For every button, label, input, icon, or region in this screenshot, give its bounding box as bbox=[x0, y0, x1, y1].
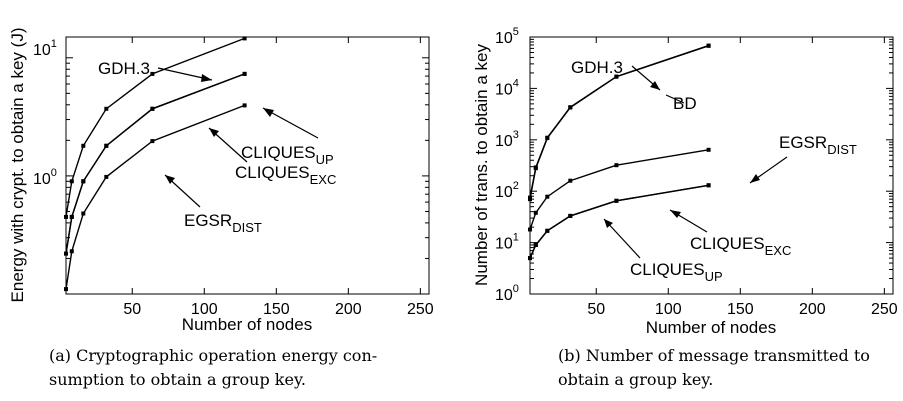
panel-a-ytick-10-0: 100 bbox=[33, 167, 57, 188]
panel-b-point-egsr-dist-0 bbox=[528, 227, 532, 232]
panel-a-annotation-egsr-dist: EGSRDIST bbox=[184, 211, 262, 235]
panel-a-point-cliques-exc-3 bbox=[104, 143, 109, 148]
panel-a-caption: (a) Cryptographic operation energy con- … bbox=[49, 344, 377, 392]
panel-a-xtick-label-200: 200 bbox=[335, 301, 362, 318]
panel-a-point-gdh-3-3 bbox=[104, 106, 109, 111]
panel-a-point-egsr-dist-5 bbox=[242, 103, 247, 108]
panel-b-arrowhead-egsr-dist bbox=[750, 174, 760, 183]
panel-b-point-bd-0 bbox=[528, 197, 532, 202]
panel-b-ytick-label-1e2: 102 bbox=[495, 180, 519, 201]
panel-b-point-bd-1 bbox=[533, 166, 538, 171]
panel-a-point-cliques-exc-5 bbox=[242, 71, 247, 76]
panel-b-point-cliques-up-3 bbox=[568, 213, 573, 218]
panel-b-point-egsr-dist-5 bbox=[706, 147, 711, 152]
panel-a-y-axis-label: Energy with crypt. to obtain a key (J) bbox=[8, 28, 27, 303]
panel-a-x-axis-label: Number of nodes bbox=[182, 315, 312, 334]
panel-b-x-axis-label: Number of nodes bbox=[646, 318, 776, 337]
panel-b-xtick-label-100: 100 bbox=[655, 301, 682, 318]
panel-b-arrowhead-gdh3 bbox=[650, 81, 660, 90]
panel-a-annotation-cliques-exc: CLIQUESEXC bbox=[235, 163, 336, 187]
panel-a-point-gdh-3-4 bbox=[150, 71, 155, 76]
panel-a-arrowhead-cliques-up bbox=[263, 108, 274, 117]
panel-a-point-egsr-dist-4 bbox=[150, 139, 155, 144]
panel-a-series-cliques-exc bbox=[65, 73, 245, 254]
panel-b-ytick-label-1e3: 103 bbox=[495, 129, 519, 150]
panel-b-annotation-gdh3: GDH.3 bbox=[571, 58, 623, 77]
panel-a-point-gdh-3-5 bbox=[242, 36, 247, 41]
panel-b-annotation-cliques-exc: CLIQUESEXC bbox=[690, 234, 791, 258]
panel-b-point-cliques-up-0 bbox=[528, 256, 532, 261]
panel-a-chart: 50 100 150 200 250 Number of nodes Energy wi… bbox=[8, 28, 434, 334]
panel-a-point-gdh-3-2 bbox=[81, 143, 86, 148]
panel-b-point-bd-2 bbox=[545, 136, 550, 141]
panel-b-point-cliques-up-4 bbox=[614, 198, 619, 203]
panel-b-y-axis-label: Number of trans. to obtain a key bbox=[472, 44, 491, 286]
panel-b-point-cliques-up-1 bbox=[533, 243, 538, 247]
panel-b-annotation-cliques-up: CLIQUESUP bbox=[630, 260, 723, 284]
panel-b-series-bd bbox=[529, 45, 709, 200]
panel-a-point-egsr-dist-1 bbox=[69, 249, 74, 254]
panel-b-xtick-label-200: 200 bbox=[799, 301, 826, 318]
panel-b-caption-line-2: obtain a group key. bbox=[558, 370, 714, 389]
panel-b-ytick-label-1e4: 104 bbox=[495, 77, 519, 98]
panel-b-annotation-bd: BD bbox=[673, 94, 697, 113]
panel-b-arrowhead-cliques-exc bbox=[670, 210, 681, 218]
panel-b-point-bd-5 bbox=[706, 43, 711, 48]
panel-a-series-gdh-3 bbox=[65, 37, 245, 218]
panel-b-chart: 50 100 150 200 250 100 101 102 103 104 105 Number … bbox=[472, 26, 898, 337]
panel-b-xtick-label-150: 150 bbox=[727, 301, 754, 318]
panel-a-xtick-label-50: 50 bbox=[123, 301, 141, 318]
panel-b-ytick-label-1e5: 105 bbox=[495, 26, 519, 47]
panel-a-annotation-cliques-up: CLIQUESUP bbox=[241, 143, 334, 167]
panel-b-point-egsr-dist-2 bbox=[545, 194, 550, 199]
panel-a-annotation-gdh3: GDH.3 bbox=[98, 59, 150, 78]
panel-a-point-egsr-dist-2 bbox=[81, 211, 86, 216]
panel-b-annotation-egsr-dist: EGSRDIST bbox=[779, 133, 857, 157]
panel-b-caption-line-1: (b) Number of message transmitted to bbox=[558, 346, 870, 365]
panel-b-point-cliques-up-5 bbox=[706, 183, 711, 188]
panel-a-point-egsr-dist-3 bbox=[104, 174, 109, 179]
panel-a-arrowhead-egsr-dist bbox=[165, 175, 175, 184]
panel-a-point-cliques-exc-2 bbox=[81, 179, 86, 184]
panel-b-point-egsr-dist-1 bbox=[533, 210, 538, 215]
panel-a-caption-line-1: (a) Cryptographic operation energy con- bbox=[49, 346, 378, 365]
panel-b-point-bd-3 bbox=[568, 105, 573, 110]
panel-a-series-egsr-dist bbox=[65, 104, 245, 290]
panel-a-point-egsr-dist-0 bbox=[64, 287, 68, 292]
panel-a-point-cliques-exc-4 bbox=[150, 106, 155, 111]
panel-b-plot-frame bbox=[529, 36, 894, 295]
panel-b-series-egsr-dist bbox=[529, 149, 709, 230]
panel-b-ytick-label-1e1: 101 bbox=[495, 232, 519, 253]
panel-b-xtick-label-250: 250 bbox=[871, 301, 898, 318]
panel-b-point-bd-4 bbox=[614, 74, 619, 79]
panel-a-xtick-label-150: 150 bbox=[263, 301, 290, 318]
panel-b-point-egsr-dist-4 bbox=[614, 163, 619, 168]
panel-b-point-egsr-dist-3 bbox=[568, 178, 573, 183]
panel-b-xtick-label-50: 50 bbox=[587, 301, 605, 318]
panel-a-arrowhead-cliques-exc bbox=[209, 128, 219, 137]
panel-a-plot-frame bbox=[65, 36, 430, 295]
panel-b-ytick-label-1e0: 100 bbox=[495, 283, 519, 304]
panel-a-xtick-label-100: 100 bbox=[191, 301, 218, 318]
panel-b-arrowhead-cliques-up bbox=[604, 219, 613, 228]
panel-b-arrow-bd bbox=[665, 94, 685, 104]
panel-a-point-cliques-exc-1 bbox=[69, 214, 74, 219]
panel-a-point-gdh-3-0 bbox=[64, 214, 68, 219]
panel-b-series-cliques-exc bbox=[529, 184, 709, 259]
panel-a-ytick-10-1: 101 bbox=[33, 38, 57, 59]
panel-a-point-cliques-exc-0 bbox=[64, 251, 68, 256]
panel-a-point-gdh-3-1 bbox=[69, 179, 74, 184]
panel-b-point-cliques-up-2 bbox=[545, 228, 550, 233]
panel-b-series-cliques-up bbox=[529, 184, 709, 259]
panel-a-arrowhead-gdh3 bbox=[201, 74, 212, 82]
panel-b-caption: (b) Number of message transmitted to obt… bbox=[558, 344, 870, 392]
panel-a-xtick-label-250: 250 bbox=[407, 301, 434, 318]
panel-a-caption-line-2: sumption to obtain a group key. bbox=[49, 370, 306, 389]
